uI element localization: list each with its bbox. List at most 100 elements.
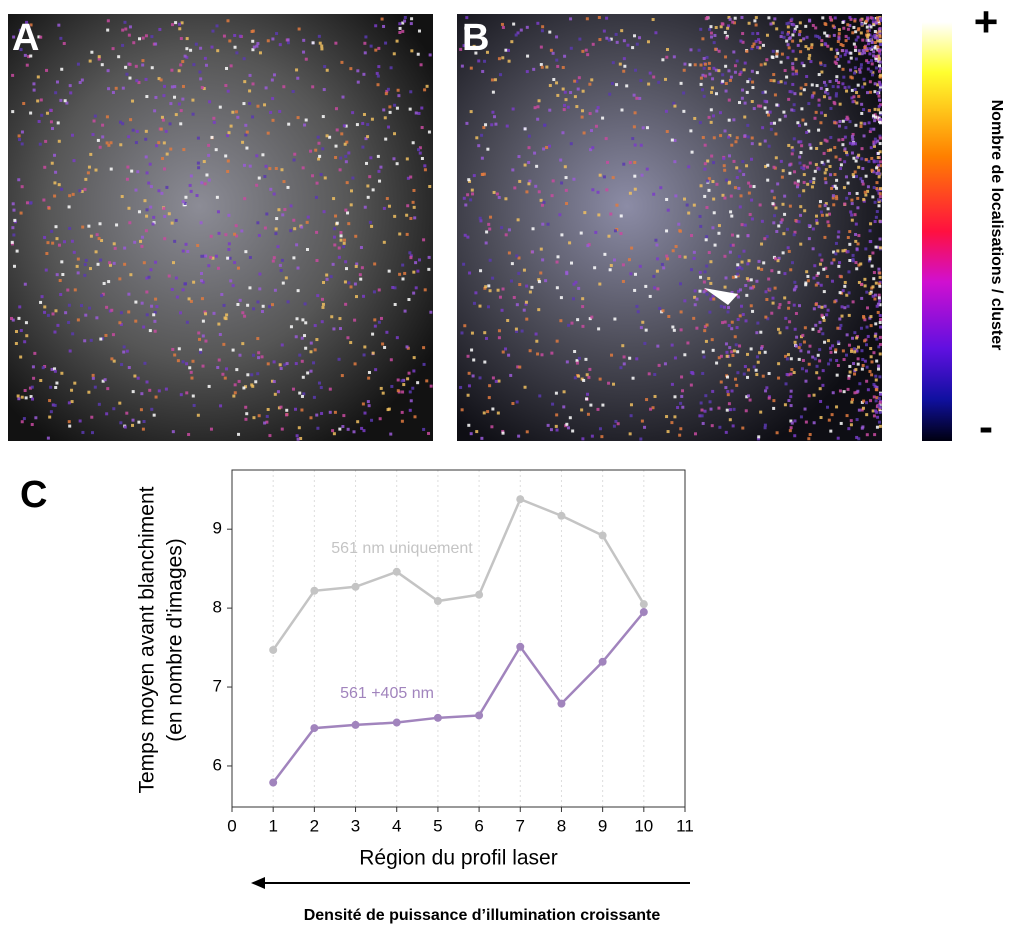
dot [255, 44, 259, 48]
dot [830, 413, 834, 417]
point [433, 713, 442, 722]
dot [874, 281, 878, 285]
dot [872, 351, 876, 355]
dot [866, 60, 870, 64]
dot [296, 76, 300, 80]
dot [641, 126, 645, 130]
dot [785, 357, 789, 361]
dot [876, 54, 880, 58]
dot [317, 381, 321, 385]
dot [878, 134, 882, 138]
dot [540, 353, 544, 357]
dot [854, 233, 858, 237]
dot [723, 129, 727, 133]
dot [765, 386, 769, 390]
dot [873, 41, 877, 45]
dot [199, 271, 203, 275]
dot [136, 376, 140, 380]
dot [486, 305, 490, 309]
dot [774, 132, 778, 136]
dot [118, 401, 122, 405]
dot [268, 305, 272, 309]
dot [784, 354, 788, 358]
dot [84, 258, 88, 262]
dot [772, 165, 776, 169]
dot [32, 82, 36, 86]
dot [581, 437, 585, 441]
dot [411, 141, 415, 145]
dot [412, 205, 416, 209]
dot [245, 130, 249, 134]
dot [877, 108, 881, 112]
dot [825, 275, 829, 279]
dot [470, 348, 474, 352]
dot [363, 51, 367, 55]
dot [511, 107, 515, 111]
dot [734, 140, 738, 144]
dot [246, 303, 250, 307]
dot [361, 294, 365, 298]
dot [207, 264, 211, 268]
dot [174, 276, 178, 280]
point [639, 600, 648, 609]
dot [257, 356, 261, 360]
dot [331, 429, 335, 433]
dot [12, 264, 16, 268]
dot [338, 168, 342, 172]
dot [385, 330, 389, 334]
dot [67, 401, 71, 405]
dot [846, 304, 850, 308]
dot [153, 109, 157, 113]
dot [780, 31, 784, 35]
dot [746, 135, 750, 139]
dot [770, 269, 774, 273]
dot [733, 64, 737, 68]
dot [818, 387, 822, 391]
dot [777, 362, 781, 366]
dot [818, 204, 822, 208]
dot [790, 261, 794, 265]
dot [27, 55, 31, 59]
dot [878, 111, 882, 115]
dot [721, 79, 725, 83]
dot [210, 45, 214, 49]
dot [876, 16, 880, 20]
dot [869, 25, 873, 29]
dot [864, 174, 868, 178]
dot [78, 419, 82, 423]
dot [20, 420, 24, 424]
dot [866, 33, 870, 37]
dot [18, 138, 22, 142]
dot [793, 340, 797, 344]
point [269, 645, 278, 654]
dot [878, 39, 882, 43]
dot [793, 27, 797, 31]
dot [736, 234, 740, 238]
dot [393, 286, 397, 290]
dot [523, 385, 527, 389]
dot [869, 315, 873, 319]
dot [844, 126, 848, 130]
dot [467, 423, 471, 427]
dot [698, 214, 702, 218]
dot [72, 159, 76, 163]
dot [541, 25, 545, 29]
dot [866, 67, 870, 71]
dot [147, 181, 151, 185]
dot [878, 85, 882, 89]
dot [787, 21, 791, 25]
dot [673, 160, 677, 164]
dot [566, 105, 570, 109]
dot [658, 306, 662, 310]
dot [378, 417, 382, 421]
dot [39, 35, 43, 39]
dot [854, 123, 858, 127]
dot [777, 376, 781, 380]
dot [683, 299, 687, 303]
dot [824, 266, 828, 270]
dot [878, 29, 882, 33]
dot [342, 241, 346, 245]
dot [878, 400, 882, 404]
dot [303, 334, 307, 338]
dot [573, 376, 577, 380]
